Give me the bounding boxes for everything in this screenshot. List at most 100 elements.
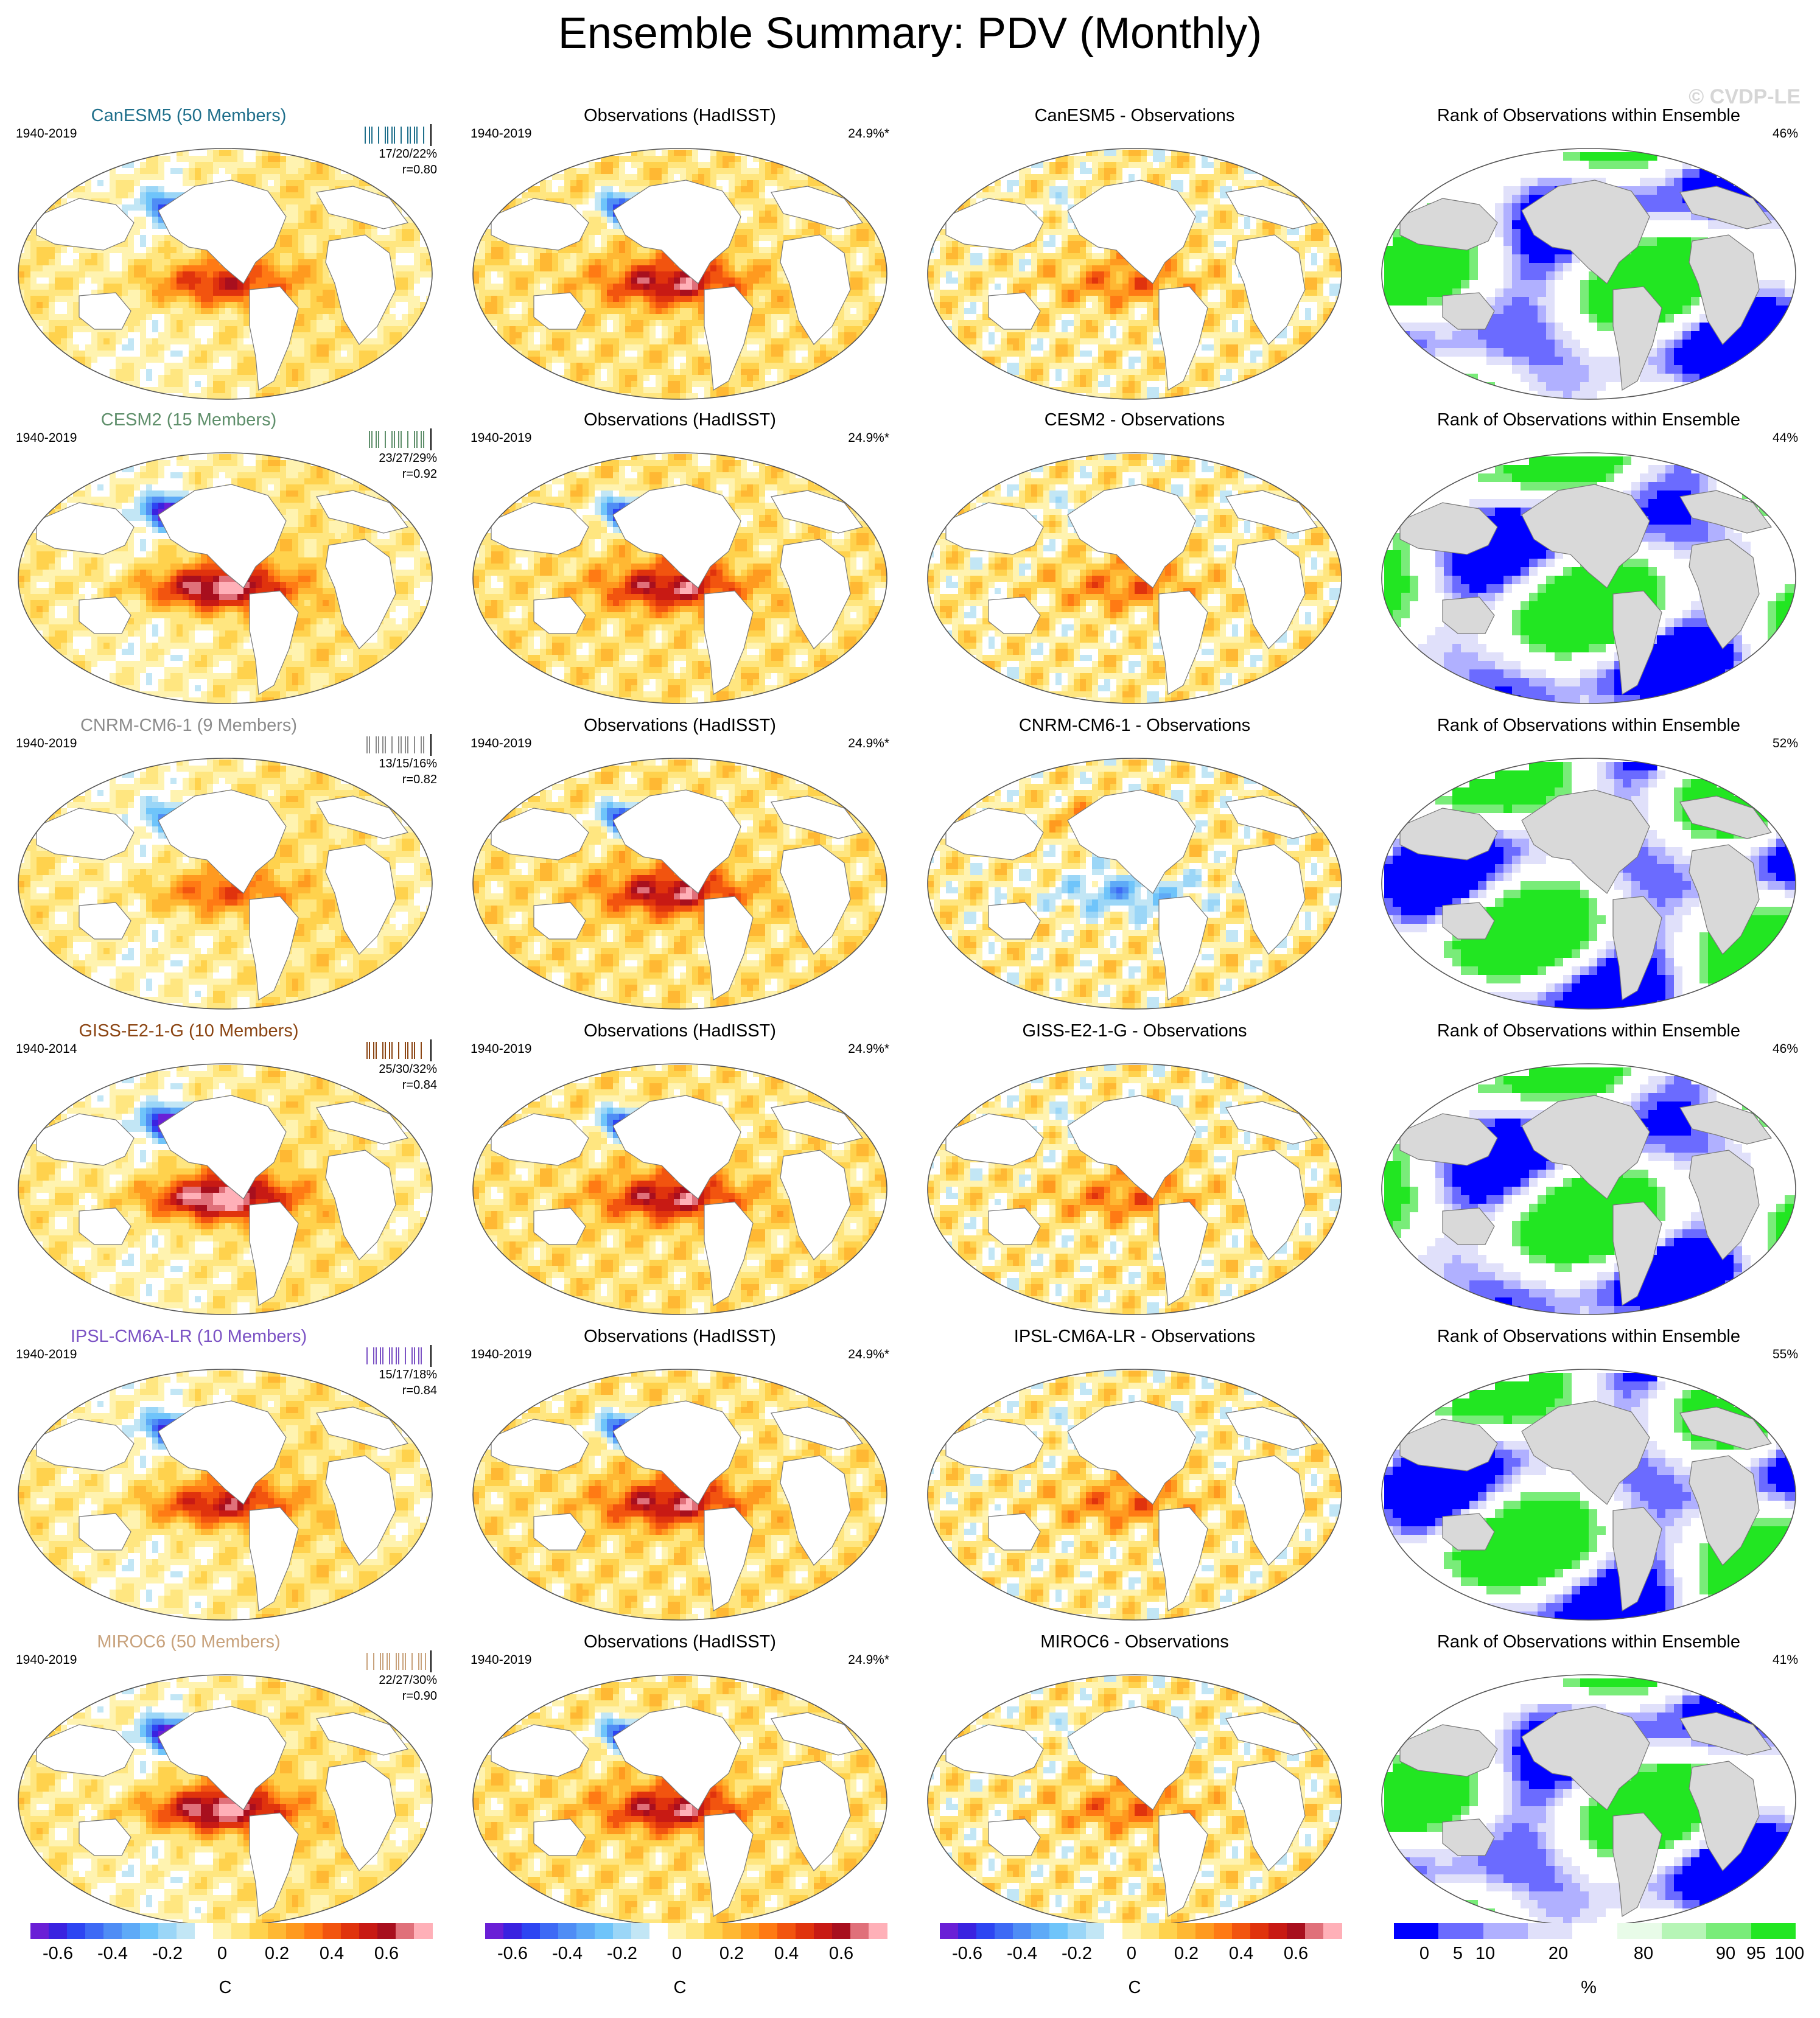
colorbar-swatch [1068,1923,1087,1939]
panel-model: GISS-E2-1-G (10 Members) 1940-2014 25/30/3… [6,1018,444,1322]
colorbar-swatch [958,1923,977,1939]
colorbar-swatch [686,1923,705,1939]
landmass [1612,1507,1662,1612]
colorbar-swatches [940,1923,1342,1939]
landmass [325,539,396,649]
colorbar-swatch [759,1923,778,1939]
colorbar-swatch [1049,1923,1068,1939]
panel-diff: MIROC6 - Observations [915,1629,1354,1933]
map-container [922,1059,1348,1319]
obs-map [472,1063,887,1315]
landmass [1521,484,1650,588]
map-container [922,448,1348,708]
panel-title: MIROC6 (50 Members) [0,1632,408,1652]
landmass [1689,234,1760,345]
colorbar-swatch [576,1923,595,1939]
colorbar-tick-label: -0.4 [1007,1944,1037,1964]
landmass [1234,1761,1306,1871]
rank-percentage: 41% [1773,1653,1798,1667]
landmass [36,502,135,555]
panel-title: GISS-E2-1-G - Observations [915,1021,1354,1041]
colorbar-tick-label: 0.4 [774,1944,799,1964]
period-label: 1940-2019 [16,736,77,751]
map-container [12,1059,438,1319]
row-ipsl-cm6a-lr: IPSL-CM6A-LR (10 Members) 1940-2019 15/17/… [0,1323,1820,1629]
map-container [1376,753,1802,1014]
colorbar-swatches [30,1923,433,1939]
landmass [988,1207,1041,1245]
panel-rank: Rank of Observations within Ensemble 44% [1370,407,1808,711]
colorbar-unit: C [6,1978,444,1998]
map-container [12,144,438,404]
landmass [1689,539,1760,649]
ensemble-stats: 15/17/18% r=0.84 [379,1367,437,1398]
landmass [704,1507,754,1612]
panel-rank: Rank of Observations within Ensemble 55% [1370,1323,1808,1627]
landmass [533,1513,586,1551]
obs-map [472,758,887,1010]
colorbar-swatch [869,1923,887,1939]
landmass [1067,789,1196,894]
landmass [771,186,864,229]
variance-explained: 24.9%* [848,1347,889,1362]
row-canesm5: CanESM5 (50 Members) 1940-2019 17/20/22% r=… [0,102,1820,408]
landmass [780,1455,851,1566]
map-container [922,1364,1348,1625]
landmass [612,180,741,284]
landmass [158,1706,287,1810]
colorbar-swatch [1323,1923,1342,1939]
landmass [771,490,864,534]
period-label: 1940-2019 [471,431,531,445]
rank-map [1381,1369,1796,1621]
colorbar-swatch [1177,1923,1196,1939]
colorbar-swatch [1159,1923,1178,1939]
colorbar-swatch [1305,1923,1324,1939]
variance-stats: 13/15/16% [379,756,437,772]
colorbar-swatch [503,1923,522,1939]
colorbar-tick-label: 10 [1475,1944,1495,1964]
landmass [533,1818,586,1856]
landmass [1225,1101,1318,1145]
landmass [158,180,287,284]
model-map [18,1369,433,1621]
variance-explained: 24.9%* [848,127,889,141]
map-container [467,1670,893,1930]
landmass [1225,1406,1318,1450]
landmass [1612,896,1662,1001]
landmass [1158,1201,1208,1307]
landmass [36,198,135,251]
landmass [612,1400,741,1505]
ensemble-stats: 23/27/29% r=0.92 [379,450,437,482]
panel-obs: Observations (HadISST) 1940-2019 24.9%* [461,712,899,1016]
colorbar-tick-label: 0.2 [265,1944,289,1964]
colorbar-swatch [1269,1923,1287,1939]
colorbar-swatches [485,1923,887,1939]
panel-title: Rank of Observations within Ensemble [1370,716,1808,736]
colorbar-swatch [213,1923,232,1939]
landmass [1067,1400,1196,1505]
rank-percentage: 52% [1773,736,1798,751]
landmass [158,1095,287,1199]
obs-map [472,148,887,400]
colorbar-tick-label: -0.4 [97,1944,128,1964]
landmass [771,1406,864,1450]
landmass [1612,590,1662,696]
landmass [1067,484,1196,588]
colorbar-unit: C [461,1978,899,1998]
landmass [1442,596,1495,634]
landmass [249,1812,299,1918]
panel-model: CNRM-CM6-1 (9 Members) 1940-2019 13/15/16%… [6,712,444,1016]
landmass [945,808,1044,861]
colorbar-swatch [668,1923,687,1939]
colorbar-tick-label: 90 [1716,1944,1735,1964]
colorbar-swatch [304,1923,323,1939]
colorbar-swatch [649,1923,668,1939]
panel-title: IPSL-CM6A-LR (10 Members) [0,1327,408,1347]
colorbar-tick-label: 0.2 [1174,1944,1199,1964]
period-label: 1940-2019 [471,1347,531,1362]
colorbar-tick-label: -0.6 [497,1944,528,1964]
landmass [249,896,299,1001]
variance-stats: 15/17/18% [379,1367,437,1383]
panel-obs: Observations (HadISST) 1940-2019 24.9%* [461,1018,899,1322]
obs-map [472,1369,887,1621]
